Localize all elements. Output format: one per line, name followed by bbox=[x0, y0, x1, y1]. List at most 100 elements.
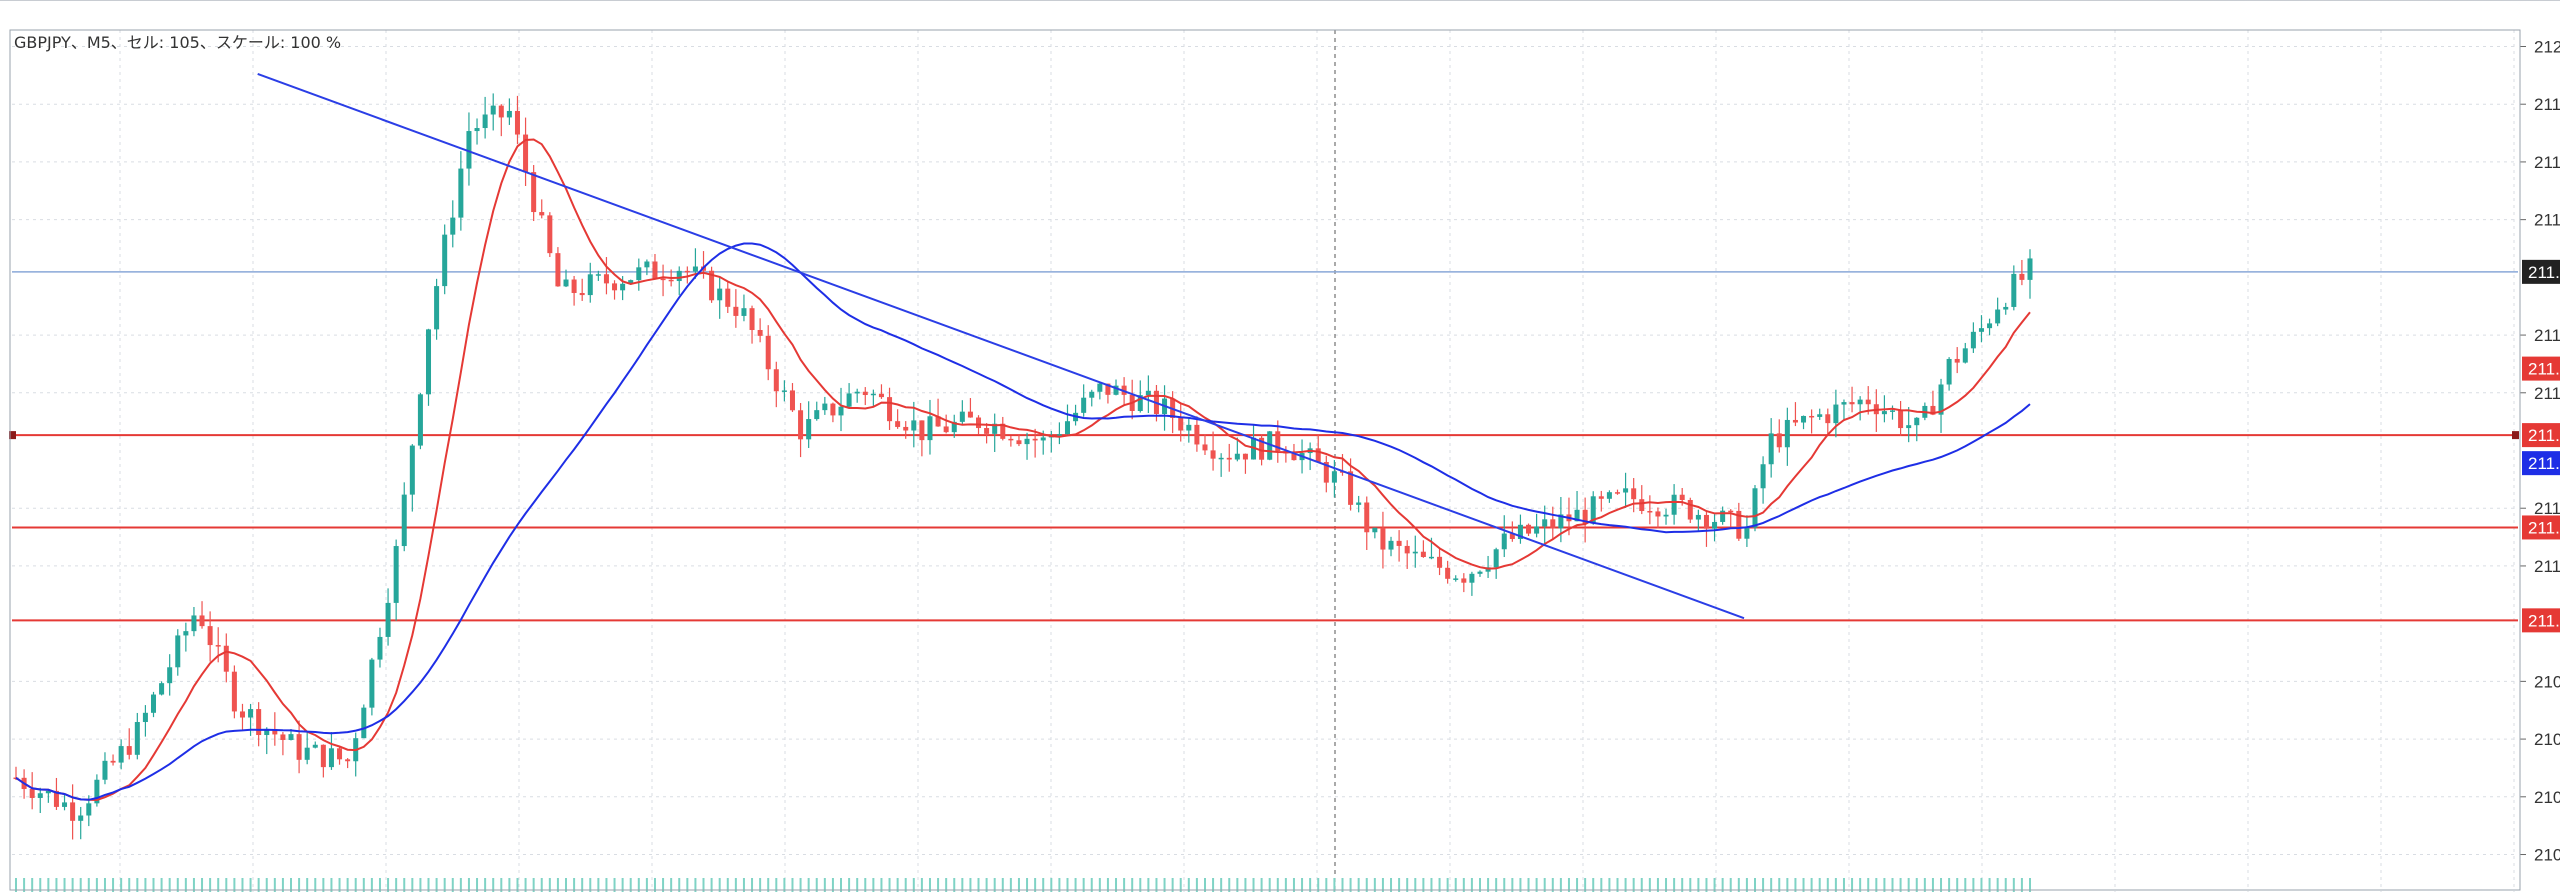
candle-body bbox=[482, 114, 488, 129]
candle-body bbox=[684, 270, 690, 273]
candle-body bbox=[377, 636, 383, 660]
candle-body bbox=[1137, 395, 1143, 411]
candle-body bbox=[571, 279, 577, 293]
candle-body bbox=[1631, 488, 1637, 500]
candle-body bbox=[466, 131, 472, 169]
grid bbox=[12, 30, 2518, 892]
candle-body bbox=[984, 428, 990, 434]
candle-body bbox=[798, 410, 804, 440]
candle-body bbox=[86, 803, 92, 816]
candle-body bbox=[385, 602, 391, 637]
candle-body bbox=[603, 274, 609, 284]
axis-tick-label: 211.155 bbox=[2534, 557, 2560, 576]
candle-body bbox=[191, 615, 197, 632]
axis-tick-label: 210.735 bbox=[2534, 788, 2560, 807]
candle-body bbox=[1056, 434, 1062, 436]
candle-body bbox=[361, 707, 367, 739]
candle-body bbox=[1259, 437, 1265, 460]
candle-body bbox=[595, 274, 601, 276]
candle-body bbox=[2019, 273, 2025, 280]
candle-body bbox=[199, 615, 205, 627]
candle-body bbox=[62, 802, 68, 807]
candle-body bbox=[563, 279, 569, 287]
trendline[interactable] bbox=[257, 73, 1745, 620]
candle-body bbox=[1978, 328, 1984, 332]
candle-body bbox=[272, 728, 278, 735]
candle-body bbox=[102, 760, 108, 780]
candle-body bbox=[1720, 510, 1726, 522]
candle-body bbox=[1016, 440, 1022, 445]
candle-body bbox=[514, 110, 520, 135]
candle-body bbox=[183, 631, 189, 636]
candle-body bbox=[1728, 510, 1734, 513]
candle-body bbox=[870, 393, 876, 396]
ma-fast-line bbox=[15, 138, 2031, 802]
candle-body bbox=[531, 172, 537, 213]
price-badge bbox=[2522, 608, 2560, 633]
candle-body bbox=[579, 292, 585, 296]
candle-body bbox=[1242, 453, 1248, 460]
candle-body bbox=[1388, 540, 1394, 550]
candle-body bbox=[1437, 556, 1443, 568]
candle-body bbox=[474, 128, 480, 132]
candle-body bbox=[1526, 524, 1532, 534]
candle-body bbox=[142, 712, 148, 723]
candle-body bbox=[612, 283, 618, 291]
candle-body bbox=[1647, 510, 1653, 513]
candle-body bbox=[159, 683, 165, 695]
candle-body bbox=[806, 419, 812, 440]
candle-body bbox=[320, 744, 326, 768]
candle-body bbox=[814, 410, 820, 420]
horizontal-levels[interactable] bbox=[9, 271, 2519, 622]
candle-body bbox=[644, 261, 650, 268]
candle-body bbox=[781, 390, 787, 392]
candle-body bbox=[1752, 488, 1758, 528]
candle-body bbox=[498, 105, 504, 118]
candle-body bbox=[1841, 402, 1847, 405]
candle-body bbox=[53, 790, 59, 807]
candle-body bbox=[1833, 404, 1839, 424]
candle-body bbox=[1865, 399, 1871, 405]
candle-body bbox=[409, 445, 415, 495]
price-badge-label: 211.514 bbox=[2528, 360, 2560, 379]
candle-body bbox=[1849, 402, 1855, 405]
candle-body bbox=[1024, 438, 1030, 445]
ma-slow-line bbox=[15, 242, 2031, 801]
candle-body bbox=[1574, 509, 1580, 522]
price-badges: 211.690 211.514 211.393 211.342 211.225 211.0… bbox=[2522, 259, 2560, 633]
candle-body bbox=[231, 671, 237, 712]
candle-body bbox=[1323, 462, 1329, 483]
candle-body bbox=[1218, 457, 1224, 460]
candle-body bbox=[1744, 527, 1750, 539]
price-badge bbox=[2522, 259, 2560, 284]
candle-body bbox=[1898, 410, 1904, 429]
candle-body bbox=[1809, 415, 1815, 418]
candle-body bbox=[1517, 524, 1523, 539]
moving-averages bbox=[15, 138, 2031, 802]
candle-body bbox=[110, 760, 116, 763]
candle-body bbox=[1639, 499, 1645, 511]
candle-body bbox=[838, 406, 844, 416]
candle-body bbox=[490, 105, 496, 115]
candle-body bbox=[1453, 578, 1459, 580]
plot-frame bbox=[9, 29, 2521, 891]
candle-body bbox=[1946, 358, 1952, 385]
candle-body bbox=[668, 279, 674, 282]
candle-body bbox=[587, 274, 593, 296]
candle-body bbox=[1113, 385, 1119, 395]
candle-body bbox=[134, 722, 140, 755]
axis-tick-label: 210.840 bbox=[2534, 730, 2560, 749]
candle-body bbox=[1550, 519, 1556, 529]
candle-body bbox=[264, 728, 270, 736]
candle-body bbox=[1857, 399, 1863, 405]
candle-body bbox=[1768, 433, 1774, 465]
candle-body bbox=[1178, 417, 1184, 431]
axis-tick-label: 210.630 bbox=[2534, 846, 2560, 865]
candle-body bbox=[789, 390, 795, 411]
candle-body bbox=[709, 270, 715, 301]
trendline-down bbox=[257, 73, 1745, 620]
candle-body bbox=[2003, 306, 2009, 310]
candle-body bbox=[1703, 514, 1709, 529]
